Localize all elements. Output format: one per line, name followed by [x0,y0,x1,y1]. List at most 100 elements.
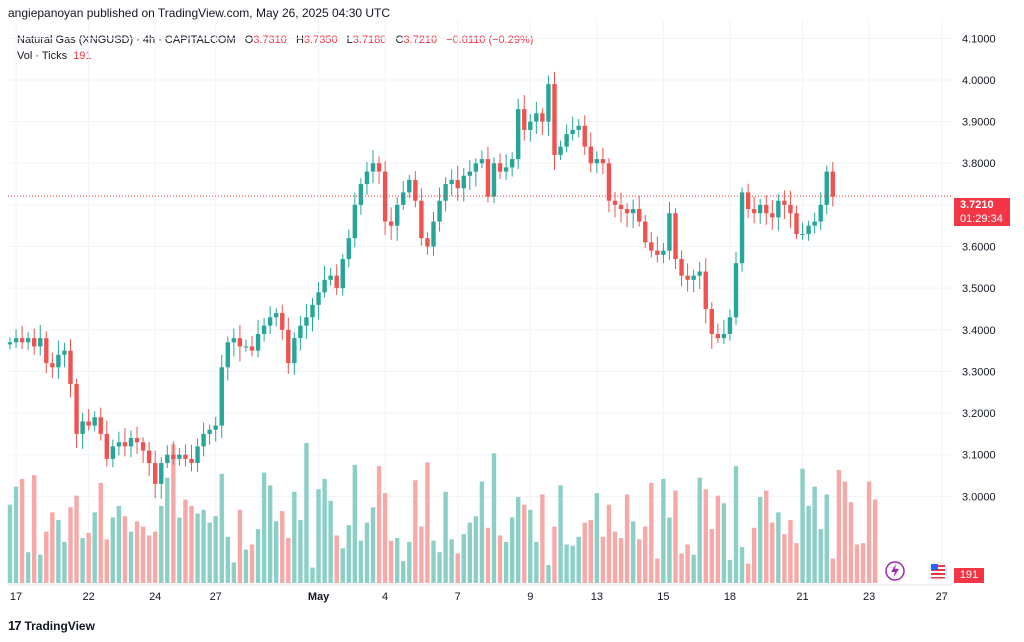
candle [685,263,690,292]
volume-bar [751,527,757,583]
volume-bar [280,511,285,583]
candle [13,329,19,349]
volume-bar [298,520,303,583]
volume-bar [516,496,521,583]
volume-bar [733,466,739,583]
volume-bar [866,481,872,583]
candle [776,193,781,231]
volume-bar [110,517,116,583]
candle [165,445,170,469]
volume-bar [570,545,575,583]
candlestick-series [7,71,835,499]
candle [201,422,206,457]
candle [292,332,297,375]
volume-bar [62,541,67,583]
candle [473,158,479,187]
volume-bar [739,547,745,583]
price-tick-label: 4.0000 [962,75,996,87]
candle [56,340,61,379]
candle [733,251,739,325]
volume-bar [86,532,91,583]
volume-bar [836,469,842,583]
volume-bar [219,473,224,583]
candle [286,317,291,374]
volume-bar [703,489,708,583]
time-tick-label: 23 [863,591,875,603]
candle [74,378,79,449]
volume-bar [165,477,170,583]
volume-bar [745,563,751,583]
volume-bar [243,549,249,583]
volume-bar [7,504,13,583]
candle [800,222,805,240]
volume-bar [715,495,721,583]
candle [376,156,382,185]
candle [558,140,563,160]
legend-low-label: L [346,34,353,46]
volume-bar [479,481,485,583]
candle [630,199,636,229]
candle [116,431,122,456]
volume-bar [546,565,551,583]
volume-bar [818,529,823,583]
volume-bar [322,478,327,583]
volume-bar [304,443,309,583]
volume-bar [509,517,515,583]
price-axis: 4.10004.00003.90003.80003.70003.60003.50… [962,33,996,503]
candle [207,424,212,445]
flash-icon[interactable] [885,561,905,581]
candle [830,161,835,207]
legend-close-label: C [395,34,404,46]
volume-bar [685,544,690,583]
candle [213,416,218,442]
candle [280,304,285,340]
candle [316,281,321,320]
volume-bar [612,531,618,583]
candle [32,328,37,355]
legend-symbol[interactable]: Natural Gas (XNGUSD) · 4h · CAPITALCOM [17,34,236,46]
candle [449,169,454,196]
candle [80,412,85,449]
legend-high-value: 3.7350 [303,34,338,46]
candle [661,242,666,264]
candle [128,430,134,458]
candle [328,267,333,286]
volume-bar [334,535,339,583]
candle [340,254,345,296]
candle [600,147,606,175]
legend-volume-label[interactable]: Vol · Ticks [17,50,68,62]
candle [594,151,600,174]
candle [25,332,31,350]
candle [19,325,25,349]
volume-bar [788,520,793,583]
legend-open-label: O [244,34,254,46]
volume-bar [38,554,43,583]
volume-bar [618,538,624,583]
volume-bar [231,562,237,583]
candle [715,323,721,344]
volume-bar [854,544,860,583]
us-flag-icon[interactable] [928,561,948,581]
candle [709,302,714,349]
volume-bar [413,480,418,583]
candle [570,116,575,141]
chart-grid [8,20,952,585]
candle [794,205,799,240]
volume-bar [431,540,436,583]
volume-bar [552,526,557,583]
price-chart[interactable]: 4.10004.00003.90003.80003.70003.60003.50… [0,0,1024,612]
candle [546,75,551,136]
volume-bar [261,472,267,583]
candle [146,441,152,477]
volume-bar [74,495,79,583]
time-tick-label: 13 [591,591,603,603]
volume-bar [56,520,61,583]
volume-bar [594,493,600,583]
candle [727,309,733,341]
tradingview-footer[interactable]: 17 TradingView [8,618,95,633]
price-tick-label: 4.1000 [962,33,996,45]
chart-legend: Natural Gas (XNGUSD) · 4h · CAPITALCOM O… [17,32,533,64]
volume-bar [376,466,382,583]
candle [86,409,91,431]
legend-volume-row: Vol · Ticks 191 [17,48,533,64]
